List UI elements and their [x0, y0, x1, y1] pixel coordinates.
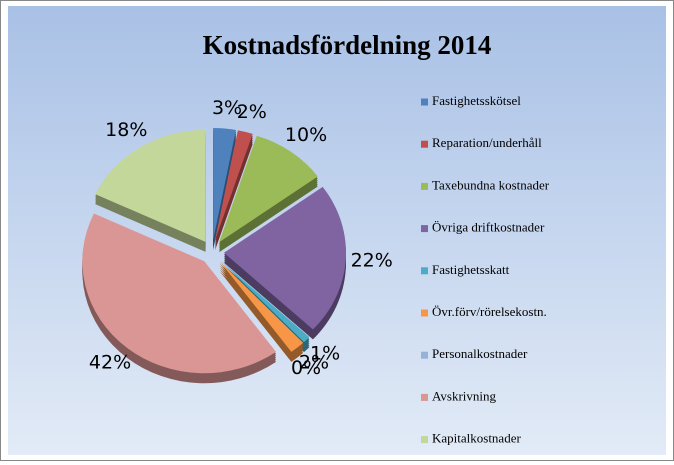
data-label: 3% [212, 97, 242, 119]
legend-label: Taxebundna kostnader [432, 177, 550, 192]
legend-swatch [421, 140, 428, 148]
slice [82, 213, 277, 374]
data-label: 10% [285, 124, 327, 146]
data-label: 1% [310, 342, 340, 364]
legend-swatch [421, 98, 428, 106]
legend-swatch [421, 393, 428, 401]
data-label: 18% [105, 119, 147, 141]
legend-label: Reparation/underhåll [432, 135, 542, 150]
slice [220, 260, 310, 343]
legend-swatch [421, 309, 428, 317]
legend-swatch [421, 225, 428, 233]
slice-side [219, 265, 291, 357]
data-label: 2% [237, 101, 267, 123]
legend-label: Övr.förv/rörelsekostn. [432, 304, 547, 319]
data-label: 2% [299, 351, 329, 373]
data-label: 42% [89, 351, 131, 373]
slice [213, 128, 236, 241]
slice [214, 130, 253, 241]
legend-label: Personalkostnader [432, 346, 528, 361]
data-label: 0% [291, 357, 321, 379]
legend-label: Fastighetsskötsel [432, 93, 521, 108]
legend-label: Övriga driftkostnader [432, 220, 545, 235]
slice-side [219, 267, 291, 359]
legend-swatch [421, 182, 428, 190]
slice [95, 129, 206, 242]
slice [223, 186, 346, 330]
legend-swatch [421, 436, 428, 444]
legend-label: Kapitalkostnader [432, 431, 521, 446]
legend-label: Fastighetsskatt [432, 262, 510, 277]
slice-side [219, 263, 291, 355]
data-label: 22% [351, 250, 393, 272]
legend-swatch [421, 351, 428, 359]
slice [219, 261, 291, 353]
chart-title: Kostnadsfördelning 2014 [203, 30, 492, 60]
slice-side [219, 271, 291, 363]
legend-label: Avskrivning [432, 388, 497, 403]
slice-side [219, 269, 291, 361]
slice [219, 135, 318, 243]
slice [219, 261, 304, 352]
legend-swatch [421, 267, 428, 275]
